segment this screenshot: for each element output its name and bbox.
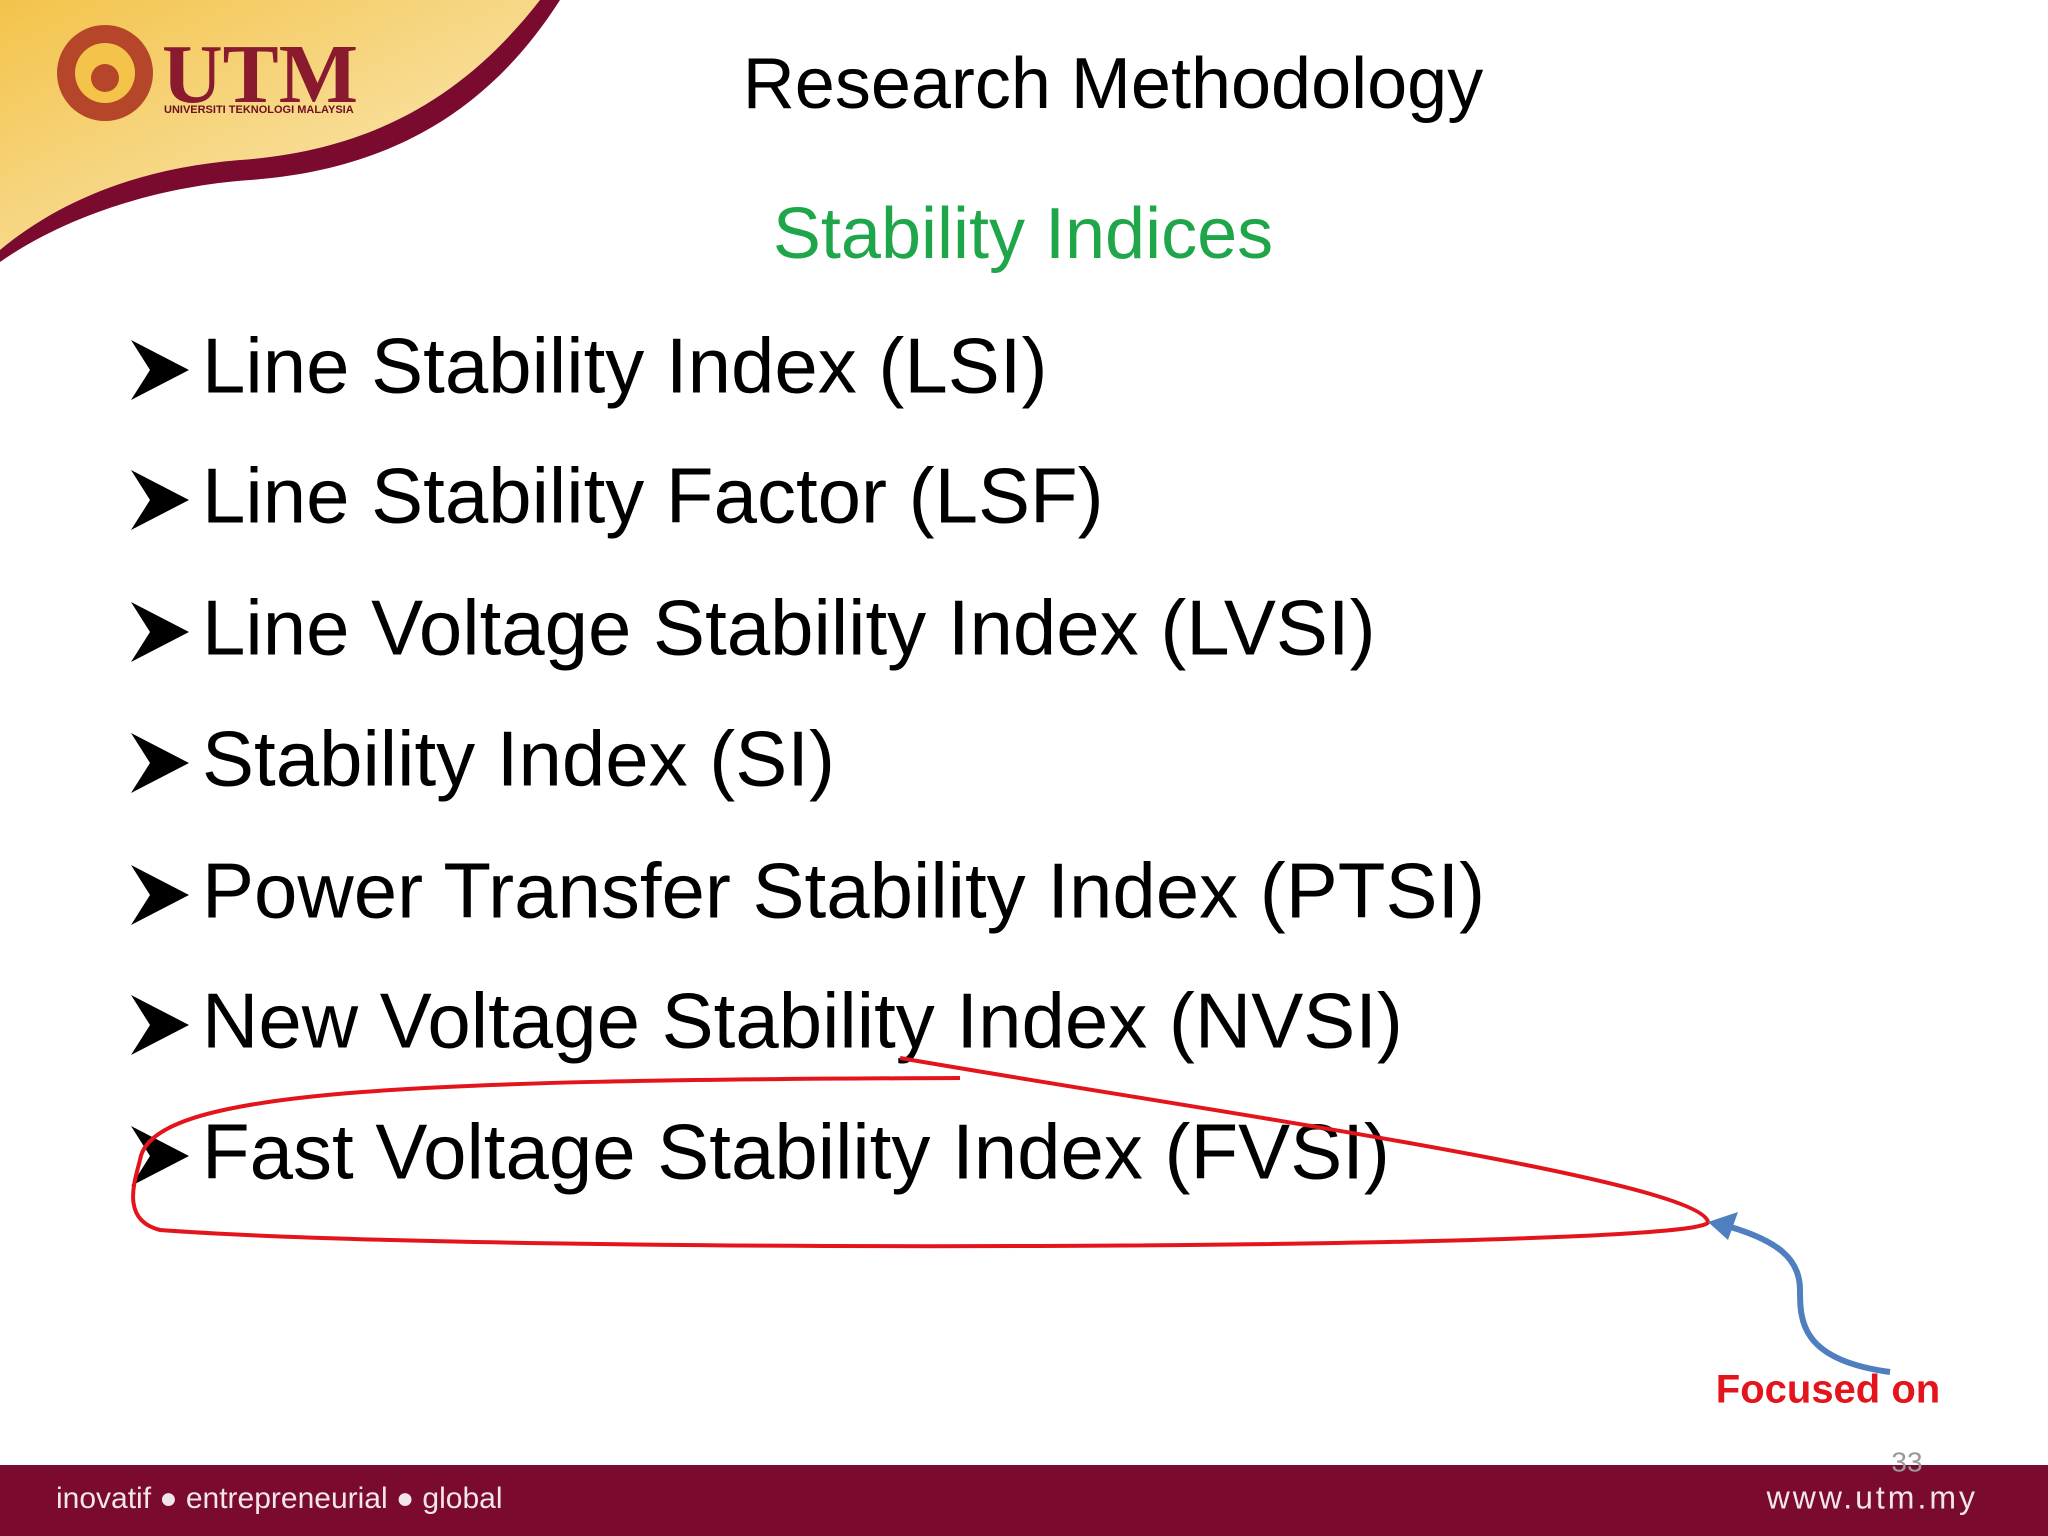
- logo-subtitle: UNIVERSITI TEKNOLOGI MALAYSIA: [164, 104, 354, 116]
- logo-text: UTM: [162, 28, 358, 121]
- bullet-arrow: [131, 733, 189, 793]
- slide-title: Research Methodology: [743, 44, 1483, 124]
- page-number: 33: [1891, 1446, 1922, 1477]
- bullet-list: Line Stability Index (LSI) Line Stability…: [131, 322, 1485, 1196]
- bullet-item: Stability Index (SI): [202, 715, 835, 803]
- footer-tagline: inovatif ● entrepreneurial ● global: [56, 1482, 503, 1515]
- bullet-item: Fast Voltage Stability Index (FVSI): [202, 1108, 1390, 1196]
- footer-band: [0, 1465, 2048, 1536]
- bullet-arrow: [131, 995, 189, 1055]
- footer-url: www.utm.my: [1766, 1479, 1978, 1515]
- bullet-arrow: [131, 1126, 189, 1186]
- logo-emblem-core: [91, 64, 119, 92]
- slide-subtitle: Stability Indices: [773, 194, 1273, 274]
- arrow-head: [1708, 1212, 1738, 1240]
- annotation-arrow: [1719, 1221, 1891, 1375]
- bullet-item: Line Stability Index (LSI): [202, 322, 1047, 410]
- bullet-arrow: [131, 602, 189, 662]
- bullet-item: Line Voltage Stability Index (LVSI): [202, 584, 1376, 672]
- annotation-label: Focused on: [1716, 1368, 1940, 1412]
- bullet-item: Power Transfer Stability Index (PTSI): [202, 847, 1485, 935]
- logo-swoosh: [0, 0, 560, 262]
- bullet-arrow: [131, 340, 189, 400]
- bullet-item: New Voltage Stability Index (NVSI): [202, 977, 1403, 1065]
- bullet-item: Line Stability Factor (LSF): [202, 452, 1104, 540]
- highlight-ellipse: [131, 1056, 1711, 1249]
- bullet-arrow: [131, 865, 189, 925]
- bullet-arrow: [131, 470, 189, 530]
